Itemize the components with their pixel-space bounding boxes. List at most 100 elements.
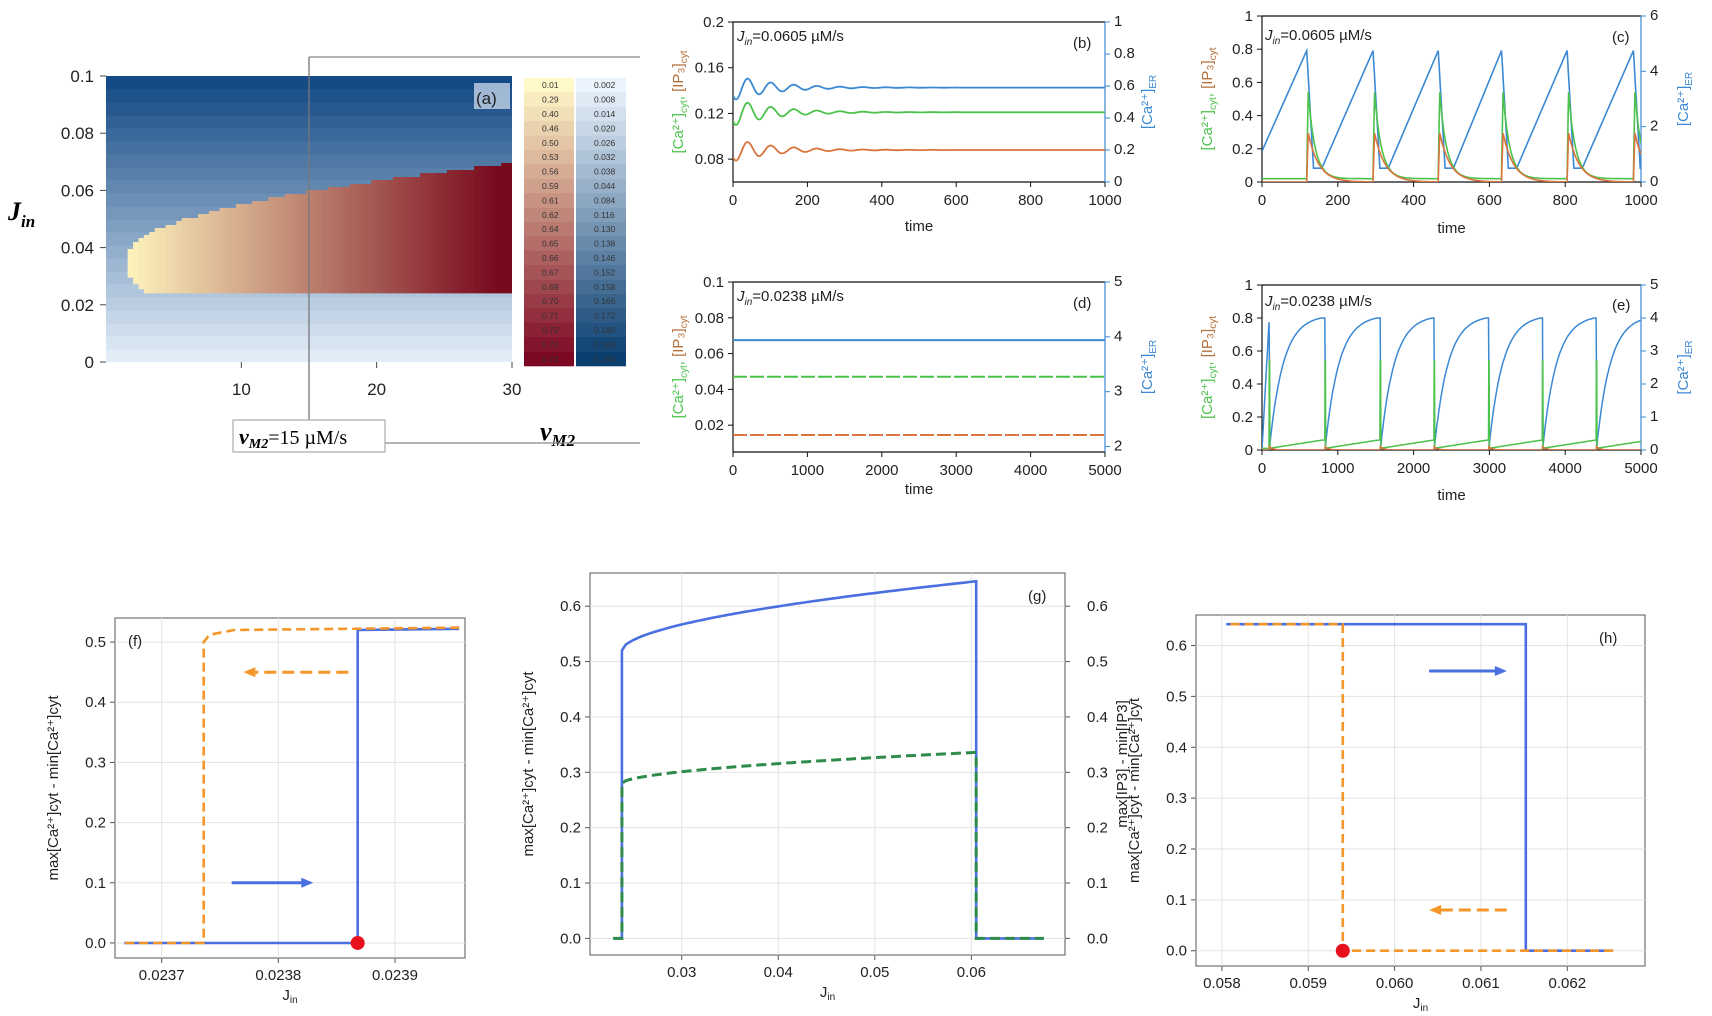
colorbar-warm-label: 0.65	[542, 239, 559, 249]
y-axis-label: max[Ca²⁺]cyt - min[Ca²⁺]cyt	[1126, 697, 1143, 883]
x-tick-label: 1000	[791, 462, 824, 479]
left-y-tick-label: 0.08	[695, 151, 724, 168]
x-label-main: v	[540, 417, 552, 446]
x-tick-label: 4000	[1014, 462, 1047, 479]
left-y-tick-label: 0.12	[695, 105, 724, 122]
heatmap-warm-column	[311, 190, 318, 294]
y-tick-label: 0.0	[560, 930, 581, 947]
jin-sub: in	[745, 297, 753, 308]
heatmap-warm-column	[398, 177, 405, 294]
heatmap-warm-column	[279, 197, 286, 294]
x-tick-label: 0.058	[1203, 975, 1241, 992]
heatmap-warm-column	[133, 242, 140, 285]
right-y-tick-label: 4	[1114, 328, 1122, 345]
jin-annotation: Jin=0.0238 µM/s	[736, 288, 844, 308]
colorbar-warm-cell	[524, 308, 574, 324]
heatmap-warm-column	[295, 194, 302, 294]
marker-label-main: v	[239, 424, 249, 449]
panel-label: (h)	[1599, 630, 1617, 647]
right-y-label-sub: ER	[1148, 75, 1159, 89]
x-tick-label: 0.06	[957, 964, 986, 981]
colorbar-cool-cell	[576, 92, 626, 108]
colorbar-warm-cell	[524, 337, 574, 352]
plot-frame	[114, 617, 466, 959]
y-axis-label: max[Ca²⁺]cyt - min[Ca²⁺]cyt	[520, 671, 537, 857]
heatmap-warm-column	[441, 173, 448, 294]
jin-main: J	[1264, 27, 1273, 44]
colorbar-warm-cell	[524, 150, 574, 165]
heatmap-warm-column	[484, 166, 491, 294]
heatmap-warm-column	[246, 204, 253, 294]
y-tick-label: 0.4	[85, 694, 106, 711]
colorbar-cool-label: 0.172	[594, 311, 616, 321]
jin-rest: =0.0605 µM/s	[752, 28, 844, 45]
jin-main: J	[736, 288, 745, 305]
colorbar-cool-label: 0.116	[594, 210, 615, 220]
x-tick-label: 5000	[1088, 462, 1121, 479]
marker-label-sub: M2	[248, 437, 268, 452]
x-tick-label: 800	[1553, 192, 1578, 209]
left-y-tick-label: 0	[1245, 442, 1253, 459]
y-tick-label: 0.3	[1166, 790, 1187, 807]
x-axis-label: Jin	[282, 987, 297, 1006]
left-y-tick-label: 1	[1245, 277, 1253, 294]
series-line-[Ca2+]cyt	[733, 101, 1105, 126]
x-tick-label: 400	[869, 192, 894, 209]
colorbar-cool-cell	[576, 250, 626, 266]
y-tick-label: 0.5	[560, 654, 581, 671]
colorbar-warm-label: 0.50	[542, 138, 559, 148]
right-y-label-ca: [Ca²⁺]	[1139, 89, 1156, 129]
x-tick-label: 0.05	[860, 964, 889, 981]
x-tick-label: 2000	[1397, 460, 1430, 477]
bifurcation-point	[1335, 943, 1350, 958]
colorbar-warm-label: 0.56	[542, 167, 559, 177]
heatmap-warm-column	[165, 225, 172, 294]
left-y-axis-label: [Ca²⁺]cyt, [IP₃]cyt	[670, 315, 690, 418]
panel-label: (c)	[1612, 29, 1630, 46]
colorbar-warm-cell	[524, 351, 574, 367]
heatmap-warm-column	[273, 197, 280, 294]
heatmap-warm-column	[203, 214, 210, 294]
colorbar-cool-cell	[576, 121, 626, 136]
y-tick-label: 0.04	[61, 239, 94, 258]
heatmap-warm-column	[338, 187, 345, 294]
colorbar-cool-cell	[576, 193, 626, 208]
x-tick-label: 20	[367, 380, 386, 399]
x-tick-label: 30	[503, 380, 522, 399]
colorbar-cool-label: 0.130	[594, 224, 616, 234]
heatmap-warm-column	[452, 170, 459, 294]
x-tick-label: 3000	[1473, 460, 1506, 477]
panel-g: 0.03 0.04 0.05 0.06 0.0 0.0 0.1 0.1 0.2 0.2 0.3 0.3…	[520, 572, 1131, 1003]
colorbar-warm-cell	[524, 178, 574, 194]
colorbar-cool-label: 0.020	[594, 123, 616, 133]
x-tick-label: 800	[1018, 192, 1043, 209]
x-tick-label: 4000	[1549, 460, 1582, 477]
colorbar-warm-label: 0.53	[542, 152, 559, 162]
right-y-tick-label: 3	[1114, 383, 1122, 400]
left-y-axis-label: [Ca²⁺]cyt, [IP₃]cyt	[1199, 316, 1219, 419]
right-y-tick-label: 2	[1650, 375, 1658, 392]
left-y-tick-label: 0.6	[1232, 74, 1253, 91]
panel-label: (g)	[1028, 588, 1046, 605]
left-y-label-ca-sub: cyt	[1208, 97, 1219, 110]
x-tick-label: 1000	[1624, 192, 1657, 209]
colorbar-warm-label: 0.64	[542, 224, 559, 234]
series-line-[Ca2+]ER	[1262, 47, 1641, 169]
x-tick-label: 10	[232, 380, 251, 399]
heatmap-warm-column	[284, 194, 291, 294]
left-y-tick-label: 1	[1245, 8, 1253, 25]
colorbar-warm-label: 0.73	[542, 339, 559, 349]
right-y-label-ca: [Ca²⁺]	[1675, 86, 1692, 126]
left-y-label-ip3: [IP₃]	[670, 63, 687, 92]
heatmap-warm-column	[230, 208, 237, 294]
x-axis-label: time	[905, 218, 933, 235]
colorbar-warm-label: 0.67	[542, 267, 559, 277]
colorbar-warm-cell	[524, 193, 574, 208]
colorbar-cool-cell	[576, 322, 626, 338]
right-y-tick-label: 0.8	[1114, 45, 1135, 62]
x-label-main: J	[1413, 995, 1421, 1012]
heatmap-warm-column	[192, 218, 199, 294]
right-y-axis-label: [Ca²⁺]ER	[1675, 72, 1695, 126]
left-y-tick-label: 0.6	[1232, 343, 1253, 360]
